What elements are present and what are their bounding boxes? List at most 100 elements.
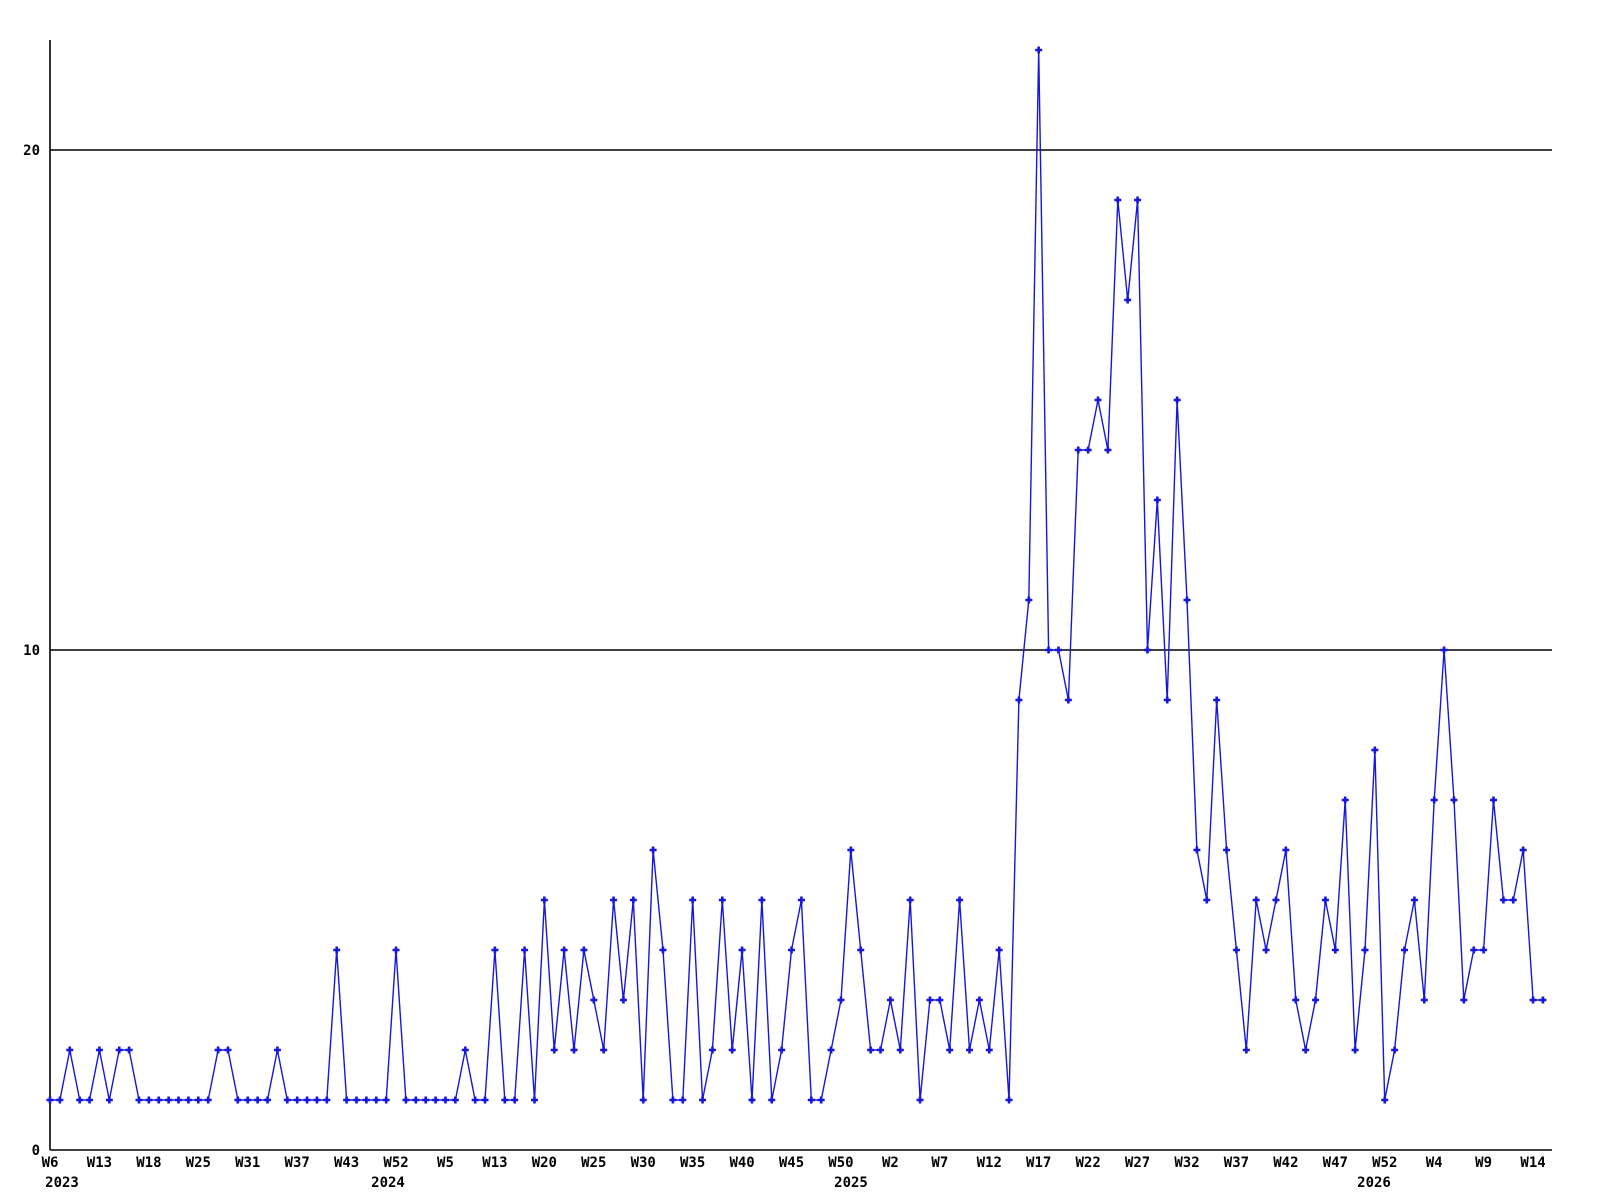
data-point-marker [313,1096,321,1104]
x-year-label: 2024 [371,1175,405,1191]
x-tick-label: W13 [482,1155,507,1171]
data-point-marker [412,1096,420,1104]
data-point-marker [86,1096,94,1104]
data-point-marker [145,1096,153,1104]
data-point-marker [1480,946,1488,954]
y-tick-label: 0 [32,1143,40,1159]
data-point-marker [1015,696,1023,704]
data-point-marker [402,1096,410,1104]
data-point-marker [1450,796,1458,804]
data-point-marker [491,946,499,954]
x-tick-label: W25 [581,1155,606,1171]
data-point-marker [66,1046,74,1054]
data-point-marker [125,1046,133,1054]
x-tick-label: W52 [383,1155,408,1171]
data-point-marker [1312,996,1320,1004]
data-point-marker [768,1096,776,1104]
data-point-marker [718,896,726,904]
x-tick-label: W22 [1075,1155,1100,1171]
data-point-marker [283,1096,291,1104]
data-point-marker [1163,696,1171,704]
data-point-marker [155,1096,163,1104]
data-point-marker [590,996,598,1004]
data-point-marker [461,1046,469,1054]
x-tick-label: W50 [828,1155,853,1171]
data-point-marker [758,896,766,904]
data-point-marker [867,1046,875,1054]
data-point-marker [1134,196,1142,204]
data-point-marker [1104,446,1112,454]
data-point-marker [501,1096,509,1104]
data-point-marker [1499,896,1507,904]
x-tick-label: W25 [186,1155,211,1171]
data-point-marker [1401,946,1409,954]
data-point-marker [224,1046,232,1054]
data-point-marker [797,896,805,904]
data-point-marker [175,1096,183,1104]
data-point-marker [629,896,637,904]
x-tick-label: W2 [882,1155,899,1171]
data-point-marker [234,1096,242,1104]
data-point-marker [1351,1046,1359,1054]
x-tick-label: W17 [1026,1155,1051,1171]
data-point-marker [738,946,746,954]
x-tick-label: W37 [285,1155,310,1171]
data-point-marker [837,996,845,1004]
data-point-marker [1381,1096,1389,1104]
data-point-marker [896,1046,904,1054]
data-point-marker [550,1046,558,1054]
data-point-marker [639,1096,647,1104]
x-tick-label: W9 [1475,1155,1492,1171]
data-point-marker [580,946,588,954]
data-point-marker [1282,846,1290,854]
x-year-label: 2026 [1357,1175,1391,1191]
data-point-marker [807,1096,815,1104]
data-point-marker [165,1096,173,1104]
data-point-marker [254,1096,262,1104]
x-tick-label: W35 [680,1155,705,1171]
data-point-marker [1035,46,1043,54]
data-point-marker [1203,896,1211,904]
data-point-marker [194,1096,202,1104]
data-point-marker [1252,896,1260,904]
data-point-marker [946,1046,954,1054]
x-tick-label: W52 [1372,1155,1397,1171]
data-point-marker [916,1096,924,1104]
data-point-marker [1440,646,1448,654]
data-point-marker [936,996,944,1004]
data-point-marker [926,996,934,1004]
data-point-marker [1232,946,1240,954]
y-tick-label: 10 [23,643,40,659]
data-point-marker [1114,196,1122,204]
data-point-marker [1005,1096,1013,1104]
data-point-marker [1193,846,1201,854]
data-point-marker [1361,946,1369,954]
data-point-marker [886,996,894,1004]
data-point-marker [1410,896,1418,904]
data-point-marker [965,1046,973,1054]
data-point-marker [1094,396,1102,404]
data-point-marker [1509,896,1517,904]
data-point-marker [135,1096,143,1104]
x-tick-label: W20 [532,1155,557,1171]
x-tick-label: W7 [931,1155,948,1171]
data-point-marker [877,1046,885,1054]
data-point-marker [1470,946,1478,954]
data-point-marker [1391,1046,1399,1054]
data-point-marker [511,1096,519,1104]
x-tick-label: W5 [437,1155,454,1171]
data-point-marker [481,1096,489,1104]
data-point-marker [1054,646,1062,654]
data-point-marker [273,1046,281,1054]
data-point-marker [857,946,865,954]
data-point-marker [530,1096,538,1104]
data-point-marker [362,1096,370,1104]
x-tick-label: W45 [779,1155,804,1171]
data-point-marker [600,1046,608,1054]
data-point-marker [392,946,400,954]
data-point-marker [728,1046,736,1054]
data-point-marker [1529,996,1537,1004]
data-point-marker [669,1096,677,1104]
x-tick-label: W31 [235,1155,260,1171]
